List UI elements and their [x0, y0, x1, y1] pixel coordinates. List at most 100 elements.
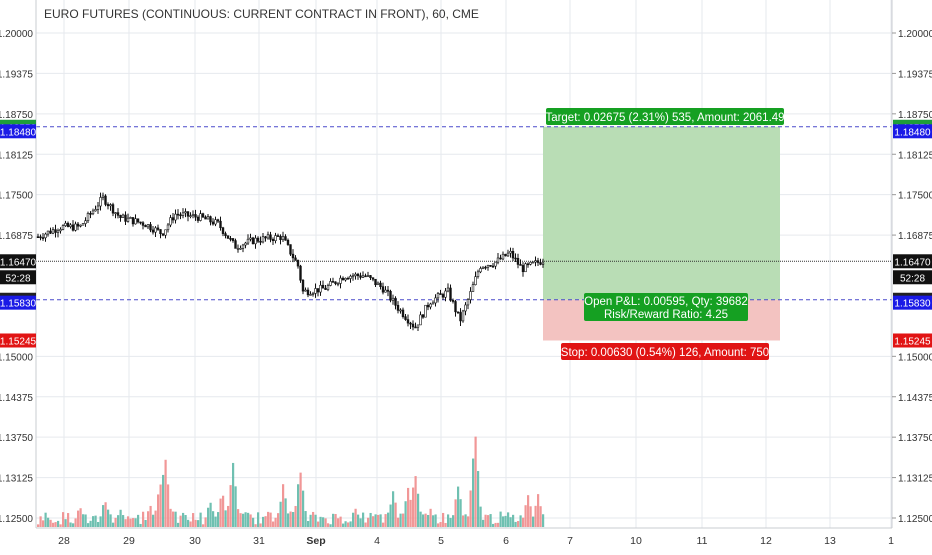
- volume-bar: [349, 521, 352, 527]
- y-tick-label-right: 1.17500: [898, 191, 932, 202]
- volume-bar: [227, 505, 230, 527]
- volume-bar: [134, 518, 137, 527]
- volume-bar: [244, 512, 247, 527]
- stop-label[interactable]: Stop: 0.00630 (0.54%) 126, Amount: 750: [561, 343, 769, 360]
- volume-bar: [104, 502, 107, 527]
- volume-bar: [139, 523, 142, 527]
- volume-bar: [117, 515, 120, 527]
- candle-body: [306, 289, 310, 296]
- volume-bar: [249, 514, 252, 527]
- candle-body: [191, 214, 195, 216]
- last-price-badge-right-bg: [893, 254, 932, 269]
- volume-bar: [172, 511, 175, 527]
- candle-body: [394, 297, 397, 306]
- volume-bar: [69, 522, 72, 527]
- volume-bar: [207, 507, 210, 527]
- volume-bar: [322, 517, 325, 527]
- volume-bar: [257, 512, 260, 527]
- x-tick-label: 4: [374, 535, 380, 547]
- candle-body: [256, 237, 260, 242]
- last-price-badge-left: 1.16470: [0, 254, 37, 268]
- candle-body: [199, 213, 202, 221]
- volume-bar: [514, 521, 517, 527]
- candle-body: [144, 225, 147, 228]
- y-axis-left[interactable]: 1.20000 1.19375 1.18750 1.18125 1.17500 1.168…: [0, 29, 33, 525]
- y-tick-label-right: 1.12500: [898, 514, 932, 525]
- volume-bar: [524, 505, 527, 527]
- volume-bar: [429, 508, 432, 527]
- volume-bar: [432, 515, 435, 527]
- stop-entry-badge-left: 1.15830: [0, 295, 37, 310]
- candle-body: [164, 229, 167, 236]
- y-axis-right[interactable]: 1.20000 1.19375 1.18750 1.18125 1.17500 1.168…: [892, 29, 932, 525]
- candle-body: [326, 285, 330, 290]
- candle-body: [134, 218, 137, 225]
- volume-bar: [254, 524, 257, 527]
- x-tick-label: 31: [253, 535, 265, 547]
- volume-bar: [382, 522, 385, 527]
- volume-bar: [222, 495, 225, 527]
- ohlc-series: [36, 192, 545, 332]
- volume-bar: [122, 515, 125, 527]
- target-label[interactable]: Target: 0.02675 (2.31%) 535, Amount: 206…: [545, 108, 785, 125]
- candle-body: [336, 283, 340, 285]
- volume-bar: [454, 499, 457, 527]
- volume-bar: [474, 436, 477, 527]
- candle-body: [201, 213, 205, 218]
- candle-body: [366, 275, 370, 277]
- volume-bar: [307, 521, 310, 527]
- candle-body: [519, 264, 522, 266]
- profit-zone[interactable]: [543, 126, 780, 300]
- candle-body: [286, 239, 290, 245]
- x-axis[interactable]: 28 29 30 31 Sep 4 5 6 7 10 11 12 13 1: [58, 535, 894, 547]
- volume-bar: [72, 523, 75, 527]
- candle-body: [56, 230, 60, 233]
- candle-body: [116, 212, 120, 216]
- candle-body: [179, 214, 182, 217]
- x-tick-label: Sep: [306, 535, 325, 547]
- last-price-badge-left-bg: [0, 254, 36, 269]
- volume-bar: [224, 510, 227, 527]
- volume-bar: [507, 512, 510, 527]
- candle-body: [499, 257, 502, 260]
- candle-body: [316, 288, 320, 293]
- candle-body: [114, 212, 117, 214]
- candle-body: [451, 299, 455, 302]
- volume-bar: [42, 520, 45, 527]
- volume-bar: [502, 516, 505, 527]
- volume-bar: [542, 514, 545, 527]
- candle-body: [106, 204, 110, 207]
- volume-bar: [504, 515, 507, 527]
- volume-bar: [184, 515, 187, 527]
- candle-body: [369, 275, 372, 278]
- candle-body: [224, 233, 227, 236]
- candle-body: [196, 216, 200, 221]
- volume-bar: [232, 462, 235, 527]
- volume-bar: [459, 499, 462, 527]
- target-entry-badge-left-text: 1.18480: [0, 127, 37, 138]
- candle-body: [351, 275, 355, 278]
- y-tick-label-right: 1.18750: [898, 110, 932, 121]
- volume-bar: [394, 502, 397, 527]
- volume-bar: [87, 523, 90, 527]
- volume-bar: [62, 512, 65, 527]
- volume-bar: [399, 513, 402, 527]
- candle-body: [94, 209, 97, 212]
- volume-bar: [497, 522, 500, 527]
- volume-bar: [484, 514, 487, 527]
- pnl-label[interactable]: Open P&L: 0.00595, Qty: 39682 Risk/Rewar…: [584, 293, 748, 321]
- volume-bar: [299, 472, 302, 527]
- volume-bar: [267, 511, 270, 527]
- stop-entry-badge-left-text: 1.15830: [0, 299, 37, 310]
- volume-bar: [297, 484, 300, 527]
- x-tick-label: 29: [123, 535, 135, 547]
- candle-body: [426, 304, 430, 308]
- candle-body: [374, 278, 377, 286]
- candle-body: [146, 224, 150, 228]
- y-tick-label-left: 1.12500: [0, 514, 33, 525]
- candle-body: [471, 284, 475, 292]
- candle-body: [169, 217, 172, 226]
- candle-body: [324, 287, 327, 290]
